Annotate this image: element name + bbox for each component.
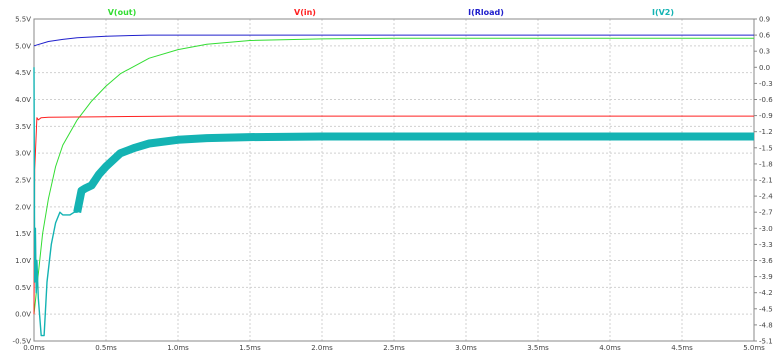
- y-left-tick-label: 0.5V: [15, 284, 31, 292]
- y-left-tick-label: 4.0V: [15, 96, 31, 104]
- y-right-tick-label: -2.1: [759, 177, 773, 185]
- x-tick-label: 4.0ms: [599, 344, 621, 352]
- y-right-tick-label: -5.1: [759, 338, 773, 346]
- y-right-tick-label: -4.8: [759, 321, 773, 329]
- y-right-tick-label: -0.9: [759, 112, 773, 120]
- x-tick-label: 4.5ms: [671, 344, 693, 352]
- y-right-tick-label: -3.9: [759, 273, 773, 281]
- y-right-tick-label: -0.3: [759, 80, 773, 88]
- x-tick-label: 3.5ms: [527, 344, 549, 352]
- y-right-tick-label: 0.0: [759, 64, 770, 72]
- series-ripple-band-i-v2: [73, 132, 754, 213]
- x-tick-label: 1.5ms: [239, 344, 261, 352]
- y-right-tick-label: -0.6: [759, 96, 773, 104]
- series-line-v-out: [33, 37, 754, 315]
- y-right-tick-label: -4.5: [759, 305, 773, 313]
- x-tick-label: 3.0ms: [455, 344, 477, 352]
- legend-label-i-rload: I(Rload): [468, 8, 504, 17]
- y-right-tick-label: -3.0: [759, 225, 773, 233]
- y-left-tick-label: 1.0V: [15, 257, 31, 265]
- y-right-tick-label: -2.4: [759, 193, 773, 201]
- x-tick-label: 2.0ms: [311, 344, 333, 352]
- x-tick-label: 2.5ms: [383, 344, 405, 352]
- y-right-tick-label: -1.5: [759, 144, 773, 152]
- y-right-tick-label: -1.8: [759, 160, 773, 168]
- x-tick-label: 1.0ms: [167, 344, 189, 352]
- y-right-tick-label: 0.3: [759, 48, 770, 56]
- x-tick-label: 0.5ms: [95, 344, 117, 352]
- x-tick-label: 5.0ms: [743, 344, 765, 352]
- y-left-tick-label: 5.0V: [15, 42, 31, 50]
- y-left-tick-label: 5.5V: [15, 16, 31, 24]
- legend-label-v-out: V(out): [108, 8, 137, 17]
- y-left-tick-label: 3.5V: [15, 123, 31, 131]
- series-lines: [33, 34, 754, 337]
- y-right-tick-label: -4.2: [759, 289, 773, 297]
- y-right-tick-label: -3.3: [759, 241, 773, 249]
- legend: V(out) V(in) I(Rload) I(V2): [108, 8, 674, 17]
- series-line-i-rload: [33, 34, 754, 47]
- y-right-tick-label: 0.9: [759, 16, 770, 24]
- legend-label-v-in: V(in): [294, 8, 316, 17]
- y-axis-right: 0.9 0.6 0.3 0.0 -0.3 -0.6 -0.9 -1.2 -1.5 -1.8 -2.1…: [754, 16, 773, 346]
- y-left-tick-label: 2.5V: [15, 177, 31, 185]
- y-right-tick-label: 0.6: [759, 32, 771, 40]
- x-tick-label: 0.0ms: [23, 344, 45, 352]
- y-left-tick-label: 3.0V: [15, 150, 31, 158]
- y-left-tick-label: 0.0V: [15, 311, 31, 319]
- y-right-tick-label: -3.6: [759, 257, 773, 265]
- y-left-tick-label: 2.0V: [15, 203, 31, 211]
- y-left-tick-label: -0.5V: [13, 338, 32, 346]
- x-axis: 0.0ms 0.5ms 1.0ms 1.5ms 2.0ms 2.5ms 3.0ms 3.5ms…: [23, 344, 765, 352]
- series-line-v-in: [33, 115, 754, 315]
- legend-label-i-v2: I(V2): [652, 8, 674, 17]
- y-axis-left: 5.5V 5.0V 4.5V 4.0V 3.5V 3.0V 2.5V 2.0V 1.5V 1.0V…: [13, 16, 32, 346]
- y-right-tick-label: -1.2: [759, 128, 773, 136]
- y-left-tick-label: 4.5V: [15, 69, 31, 77]
- y-right-tick-label: -2.7: [759, 209, 773, 217]
- y-left-tick-label: 1.5V: [15, 230, 31, 238]
